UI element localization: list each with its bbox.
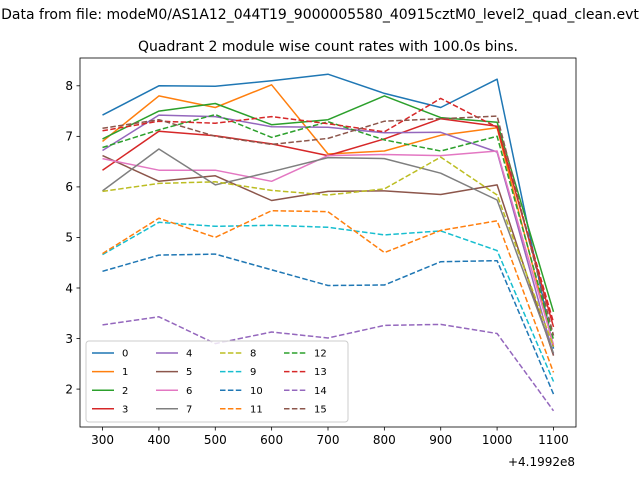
series-line-7 — [102, 148, 555, 354]
y-tick-label: 4 — [65, 281, 73, 295]
legend-label-6: 6 — [186, 386, 192, 397]
series-line-14 — [102, 316, 555, 412]
x-axis-offset-label: +4.1992e8 — [508, 455, 575, 469]
series-line-8 — [102, 156, 555, 347]
series-line-10 — [102, 253, 555, 395]
y-tick-label: 8 — [65, 79, 73, 93]
y-tick-label: 5 — [65, 231, 73, 245]
x-tick-label: 600 — [260, 433, 283, 447]
y-tick-label: 6 — [65, 180, 73, 194]
legend-label-9: 9 — [250, 367, 256, 378]
legend-label-2: 2 — [122, 386, 128, 397]
legend-label-0: 0 — [122, 349, 128, 360]
legend-label-13: 13 — [314, 367, 327, 378]
series-line-4 — [102, 114, 555, 355]
series-line-15 — [102, 115, 555, 336]
x-tick-label: 900 — [429, 433, 452, 447]
legend-label-10: 10 — [250, 386, 263, 397]
series-line-1 — [102, 84, 555, 347]
plot-area — [102, 73, 555, 412]
legend-label-11: 11 — [250, 404, 263, 415]
legend-box — [85, 340, 349, 423]
series-lines — [102, 73, 555, 412]
series-line-2 — [102, 95, 555, 313]
legend-label-1: 1 — [122, 367, 128, 378]
series-line-9 — [102, 221, 555, 382]
x-tick-label: 300 — [91, 433, 114, 447]
figure-suptitle: Data from file: modeM0/AS1A12_044T19_900… — [1, 7, 639, 23]
series-line-12 — [102, 113, 555, 340]
legend-label-4: 4 — [186, 349, 192, 360]
legend-label-8: 8 — [250, 349, 256, 360]
legend-label-15: 15 — [314, 404, 327, 415]
series-line-6 — [102, 150, 555, 345]
x-tick-label: 400 — [147, 433, 170, 447]
x-tick-label: 700 — [317, 433, 340, 447]
series-line-11 — [102, 209, 555, 373]
x-tick-label: 500 — [204, 433, 227, 447]
legend-label-14: 14 — [314, 386, 327, 397]
chart-title: Quadrant 2 module wise count rates with … — [138, 39, 518, 55]
y-tick-label: 3 — [65, 332, 73, 346]
series-line-5 — [102, 154, 555, 356]
x-tick-label: 1000 — [482, 433, 513, 447]
x-tick-label: 800 — [373, 433, 396, 447]
y-tick-label: 2 — [65, 382, 73, 396]
legend-label-5: 5 — [186, 367, 192, 378]
legend-label-12: 12 — [314, 349, 327, 360]
legend-label-7: 7 — [186, 404, 192, 415]
y-tick-label: 7 — [65, 130, 73, 144]
series-line-0 — [102, 73, 555, 349]
x-tick-label: 1100 — [538, 433, 569, 447]
legend-label-3: 3 — [122, 404, 128, 415]
